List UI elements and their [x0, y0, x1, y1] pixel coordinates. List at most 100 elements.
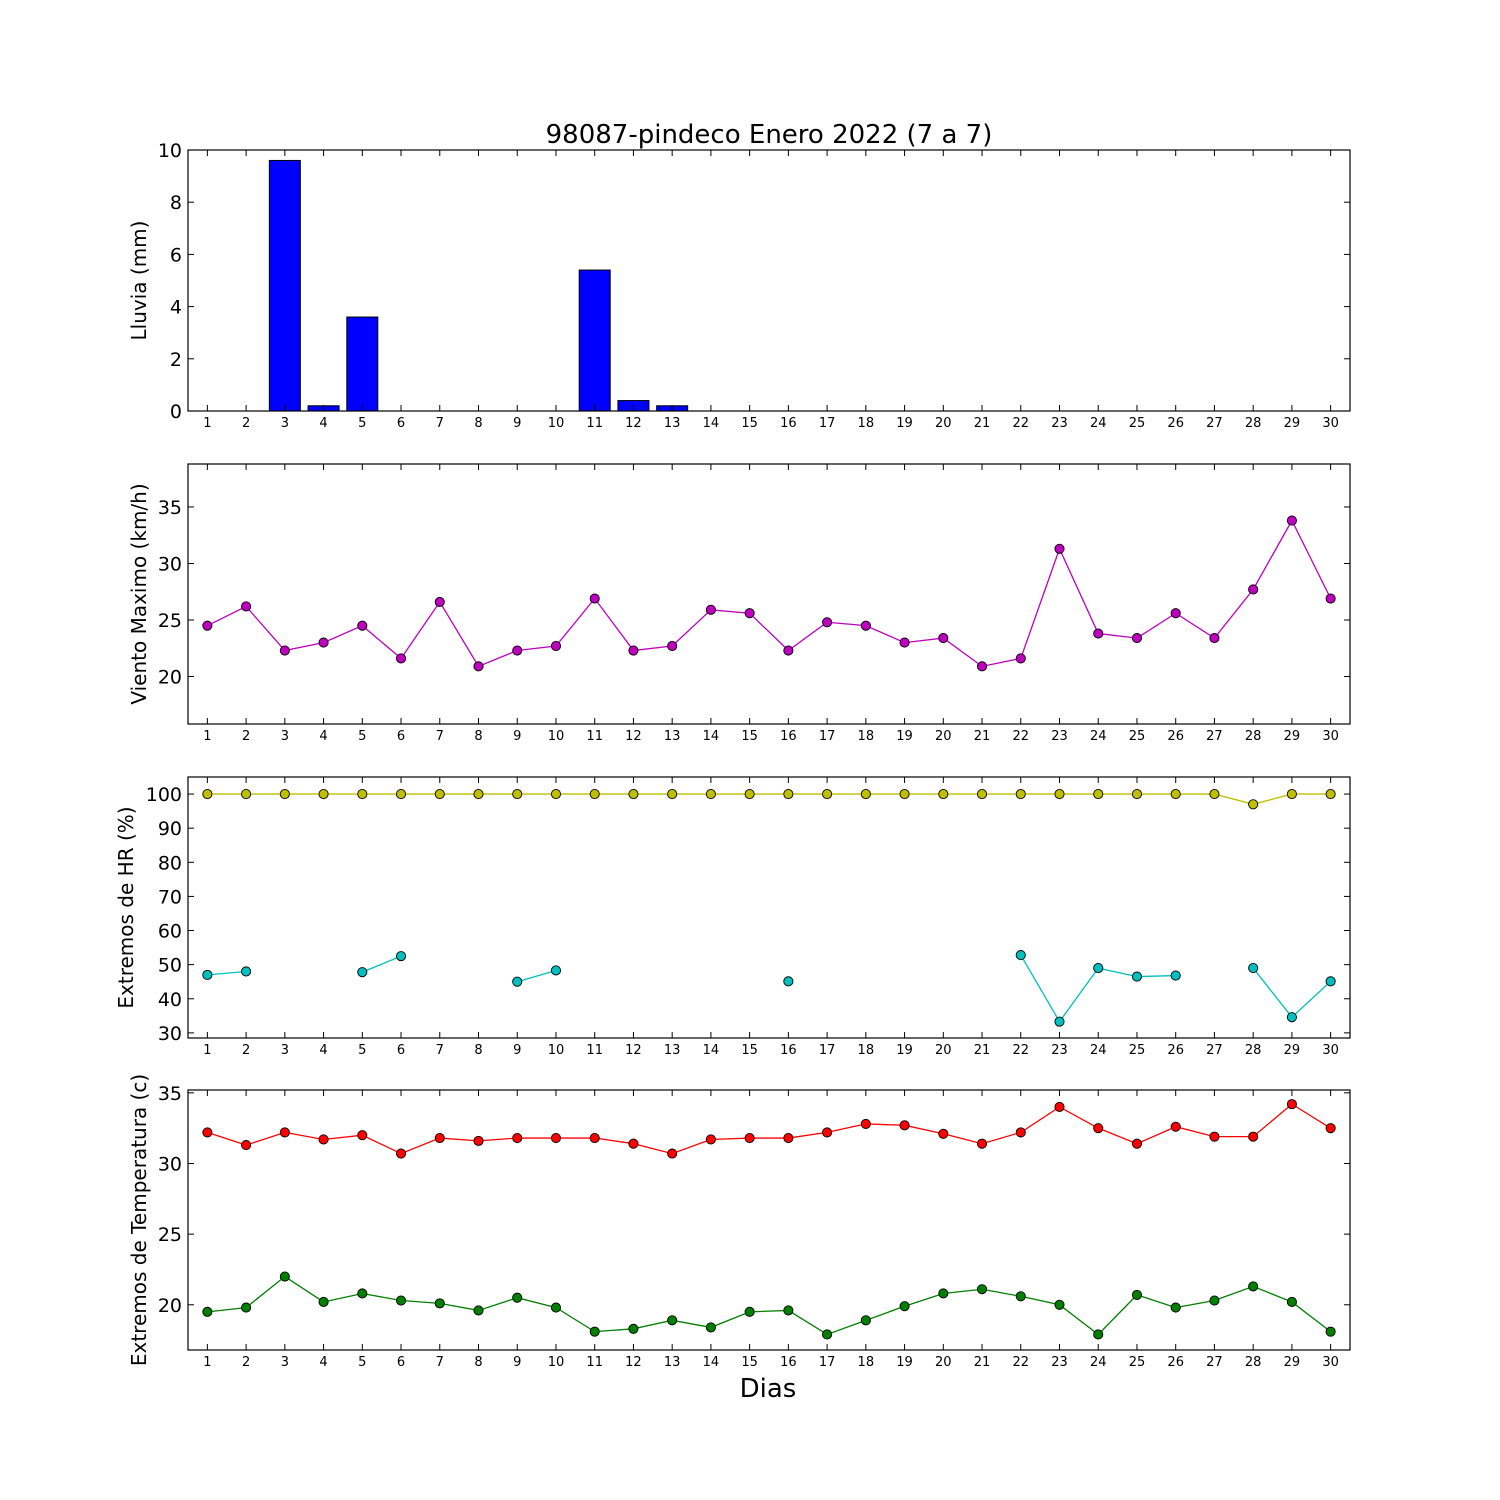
x-tick-label: 5 — [358, 1043, 366, 1058]
y-tick-label: 70 — [158, 886, 182, 908]
bar-day-11 — [578, 269, 611, 412]
point-day-1 — [202, 620, 213, 631]
x-tick-label: 26 — [1167, 1043, 1184, 1058]
point-day-23 — [1054, 1101, 1065, 1113]
y-axis-label: Extremos de Temperatura (c) — [127, 1074, 151, 1366]
point-day-9 — [512, 976, 523, 987]
point-day-14 — [705, 604, 716, 615]
point-day-15 — [744, 789, 755, 800]
series-1 — [202, 1099, 1336, 1159]
x-tick-label: 14 — [703, 416, 720, 431]
point-day-26 — [1170, 608, 1181, 619]
y-tick-label: 40 — [158, 989, 182, 1011]
point-day-7 — [434, 1298, 445, 1309]
x-tick-label: 21 — [974, 416, 991, 431]
point-day-23 — [1054, 789, 1065, 800]
point-day-28 — [1248, 963, 1259, 974]
point-day-6 — [395, 789, 407, 800]
point-day-17 — [822, 617, 833, 628]
point-day-3 — [279, 1127, 290, 1138]
x-tick-label: 3 — [281, 1355, 289, 1370]
point-day-6 — [395, 951, 407, 962]
point-day-21 — [976, 661, 988, 672]
point-day-2 — [241, 1302, 252, 1313]
point-day-20 — [938, 1288, 949, 1299]
point-day-10 — [550, 1302, 562, 1313]
x-tick-label: 28 — [1245, 1355, 1262, 1370]
x-tick-label: 11 — [586, 1355, 603, 1370]
point-day-12 — [628, 645, 639, 656]
x-tick-label: 13 — [664, 416, 681, 431]
point-day-10 — [550, 640, 562, 652]
subplot-2: 1 2 3 4 5 6 7 8 9 10 11 12 13 14 15 16 17 18 19 20 21 22 23 24 2… — [127, 463, 1351, 744]
x-tick-label: 12 — [625, 729, 642, 744]
x-tick-label: 23 — [1051, 729, 1068, 744]
point-day-14 — [705, 789, 716, 800]
x-tick-label: 24 — [1090, 1043, 1107, 1058]
point-day-11 — [589, 1132, 600, 1144]
x-tick-label: 10 — [548, 1355, 565, 1370]
x-tick-label: 30 — [1322, 1355, 1339, 1370]
point-day-7 — [434, 596, 445, 607]
x-tick-label: 14 — [703, 1355, 720, 1370]
bar-day-3 — [268, 159, 301, 412]
point-day-24 — [1093, 963, 1104, 974]
point-day-3 — [279, 1271, 290, 1282]
x-tick-label: 16 — [780, 729, 797, 744]
x-tick-label: 24 — [1090, 416, 1107, 431]
point-day-3 — [279, 789, 290, 800]
x-tick-label: 24 — [1090, 1355, 1107, 1370]
point-day-20 — [938, 633, 949, 644]
point-day-4 — [318, 1134, 329, 1145]
series-line-2-1 — [207, 1275, 1332, 1336]
point-day-15 — [744, 608, 755, 619]
x-tick-label: 20 — [935, 729, 952, 744]
x-tick-label: 19 — [896, 1355, 913, 1370]
point-day-5 — [357, 789, 368, 800]
x-tick-label: 29 — [1284, 1355, 1301, 1370]
x-tick-label: 29 — [1284, 416, 1301, 431]
x-tick-label: 26 — [1167, 1355, 1184, 1370]
point-day-29 — [1286, 1012, 1297, 1023]
axes-frame — [187, 776, 1351, 1039]
series-line-2-6 — [1252, 967, 1332, 1019]
x-tick-label: 3 — [281, 729, 289, 744]
point-day-22 — [1015, 653, 1026, 664]
x-tick-label: 15 — [741, 1355, 758, 1370]
point-day-30 — [1325, 1123, 1336, 1134]
x-tick-label: 4 — [319, 416, 327, 431]
point-day-8 — [473, 1305, 484, 1316]
series-line-1-1 — [207, 1103, 1331, 1155]
x-tick-label: 21 — [974, 1355, 991, 1370]
x-tick-label: 13 — [664, 1355, 681, 1370]
y-tick-label: 30 — [158, 553, 182, 575]
point-day-26 — [1170, 970, 1181, 981]
point-day-28 — [1248, 1131, 1259, 1142]
y-tick-label: 2 — [170, 349, 182, 371]
y-tick-label: 4 — [170, 297, 182, 319]
series-1 — [202, 515, 1336, 672]
x-tick-label: 1 — [203, 1355, 211, 1370]
y-axis-label: Extremos de HR (%) — [114, 806, 138, 1008]
x-tick-label: 28 — [1245, 729, 1262, 744]
x-tick-label: 24 — [1090, 729, 1107, 744]
x-tick-label: 16 — [780, 416, 797, 431]
point-day-12 — [628, 1323, 639, 1334]
series-line-2-2 — [362, 955, 402, 973]
x-tick-label: 19 — [896, 1043, 913, 1058]
point-day-2 — [241, 966, 252, 977]
point-day-30 — [1325, 976, 1336, 987]
y-tick-label: 80 — [158, 852, 182, 874]
point-day-11 — [589, 593, 600, 604]
point-day-29 — [1286, 789, 1297, 800]
series-2 — [202, 950, 1336, 1027]
x-tick-label: 7 — [436, 1043, 444, 1058]
point-day-30 — [1325, 789, 1336, 800]
point-day-22 — [1015, 950, 1026, 961]
x-tick-label: 5 — [358, 416, 366, 431]
point-day-24 — [1093, 628, 1104, 639]
x-tick-label: 26 — [1167, 416, 1184, 431]
point-day-25 — [1131, 1138, 1143, 1149]
x-tick-label: 9 — [513, 1043, 521, 1058]
